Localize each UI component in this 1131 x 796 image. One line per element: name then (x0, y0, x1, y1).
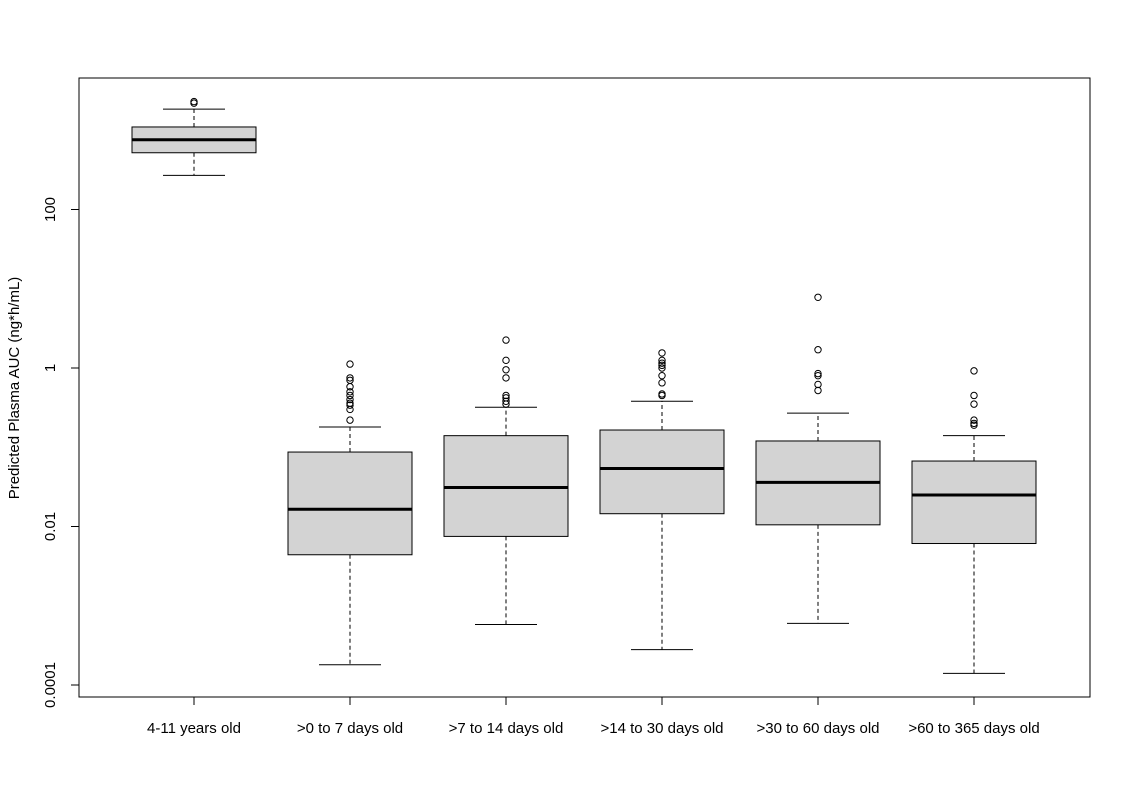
iqr-box (599, 429, 725, 515)
plot-frame (78, 77, 1091, 698)
outlier-point (190, 97, 198, 106)
outlier-point (502, 397, 510, 406)
outlier-point (346, 376, 354, 384)
outlier-point (658, 361, 666, 370)
boxes-layer (131, 97, 1037, 674)
x-tick-label: >30 to 60 days old (756, 720, 879, 737)
box-group-1 (131, 97, 257, 176)
y-tick-label: 0.0001 (42, 662, 59, 708)
outlier-point (970, 419, 978, 428)
outlier-point (658, 390, 666, 398)
outlier-point (658, 364, 666, 372)
outlier-point (814, 371, 822, 380)
outlier-point (346, 388, 354, 396)
x-tick-label: >0 to 7 days old (297, 720, 403, 737)
x-tick-label: >7 to 14 days old (449, 720, 564, 737)
iqr-box (443, 435, 569, 537)
outlier-point (658, 359, 666, 367)
outlier-point (658, 349, 666, 357)
outlier-point (502, 366, 510, 374)
outlier-point (814, 293, 822, 302)
box-group-6 (911, 367, 1037, 674)
outlier-point (970, 400, 978, 408)
outlier-point (346, 395, 354, 404)
outlier-point (658, 371, 666, 380)
outlier-point (346, 416, 354, 424)
outlier-point (346, 374, 354, 382)
y-axis-title: Predicted Plasma AUC (ng*h/mL) (6, 277, 23, 500)
outlier-point (970, 416, 978, 424)
outlier-point (346, 391, 354, 400)
axis-layer: 4-11 years old >0 to 7 days old >7 to 14 d… (42, 197, 1040, 737)
iqr-box (287, 451, 413, 556)
outlier-point (814, 380, 822, 389)
box-group-4 (599, 349, 725, 651)
outlier-point (658, 356, 666, 365)
outlier-point (502, 356, 510, 365)
x-tick-label: 4-11 years old (147, 720, 241, 737)
outlier-point (814, 346, 822, 354)
y-tick-label: 100 (42, 197, 59, 222)
box-group-5 (755, 293, 881, 624)
outlier-point (658, 379, 666, 387)
x-tick-label: >14 to 30 days old (600, 720, 723, 737)
x-tick-label: >60 to 365 days old (908, 720, 1039, 737)
outlier-point (502, 336, 510, 344)
outlier-point (502, 394, 510, 402)
y-tick-label: 0.01 (42, 512, 59, 541)
outlier-point (346, 401, 354, 409)
outlier-point (346, 399, 354, 407)
outlier-point (346, 360, 354, 368)
outlier-point (814, 369, 822, 378)
box-group-2 (287, 360, 413, 666)
outlier-point (970, 367, 978, 375)
outlier-point (502, 374, 510, 382)
outlier-point (502, 391, 510, 400)
y-tick-label: 1 (42, 364, 59, 372)
box-group-3 (443, 336, 569, 625)
outlier-point (970, 391, 978, 400)
iqr-box (911, 460, 1037, 545)
